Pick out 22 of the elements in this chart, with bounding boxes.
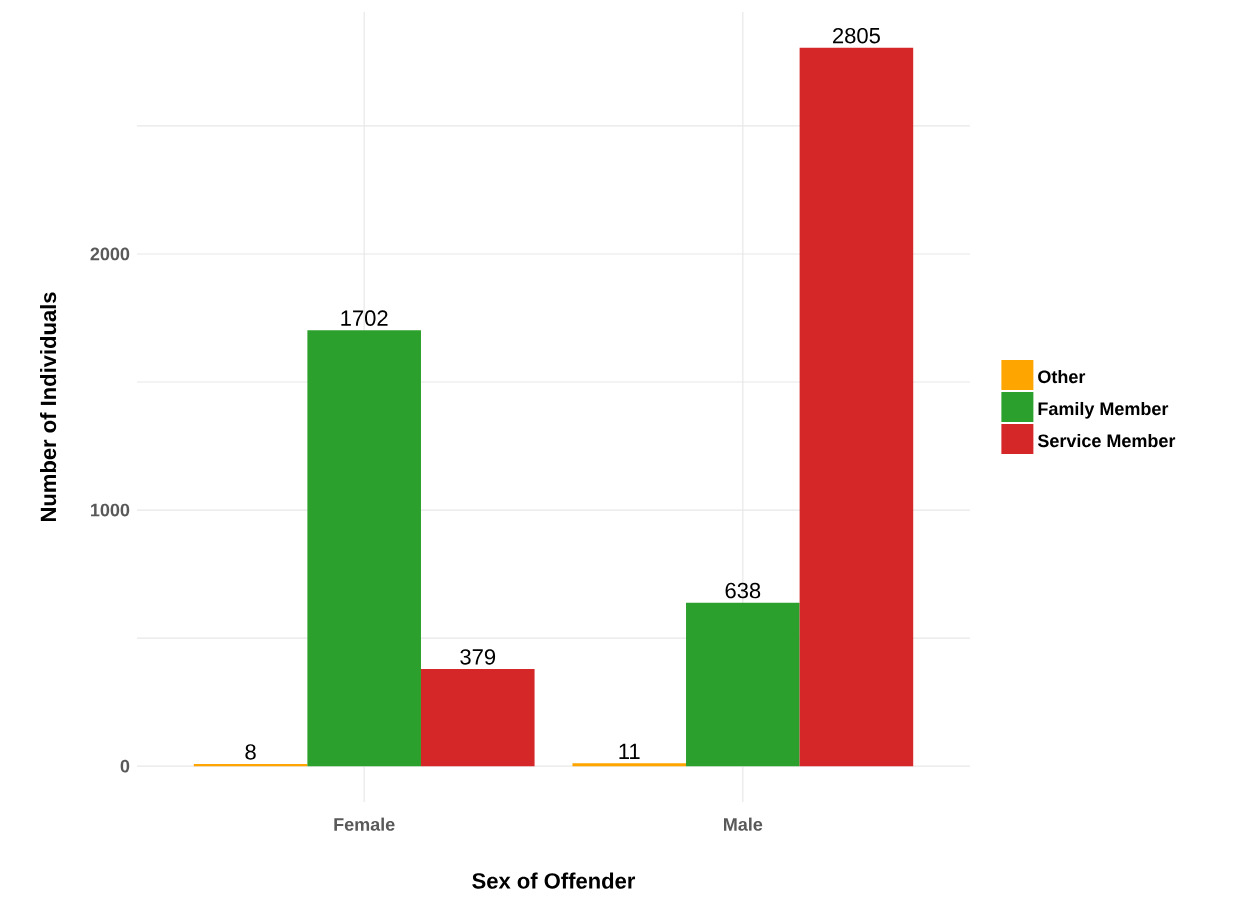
- legend-label: Service Member: [1037, 433, 1176, 448]
- bar: [193, 764, 308, 767]
- y-tick-label: 2000: [90, 247, 130, 261]
- bar: [799, 47, 914, 767]
- data-label: 638: [725, 582, 761, 599]
- y-axis-title: Number of Individuals: [40, 292, 57, 522]
- data-label: 2805: [833, 27, 880, 44]
- legend-label: Other: [1038, 369, 1086, 384]
- legend-label: Family Member: [1038, 401, 1169, 419]
- bar: [572, 763, 687, 767]
- bar: [420, 669, 535, 767]
- bar: [686, 602, 800, 767]
- x-axis-title: Sex of Offender: [472, 872, 636, 889]
- y-tick-label: 0: [120, 759, 130, 773]
- data-label: 379: [460, 649, 496, 665]
- x-tick-label: Male: [724, 817, 763, 831]
- data-label: 1702: [341, 310, 388, 326]
- data-label: 11: [619, 743, 640, 759]
- bar: [307, 330, 421, 767]
- x-tick-label: Female: [334, 817, 395, 831]
- data-label: 8: [245, 744, 256, 760]
- y-tick-label: 1000: [91, 503, 130, 517]
